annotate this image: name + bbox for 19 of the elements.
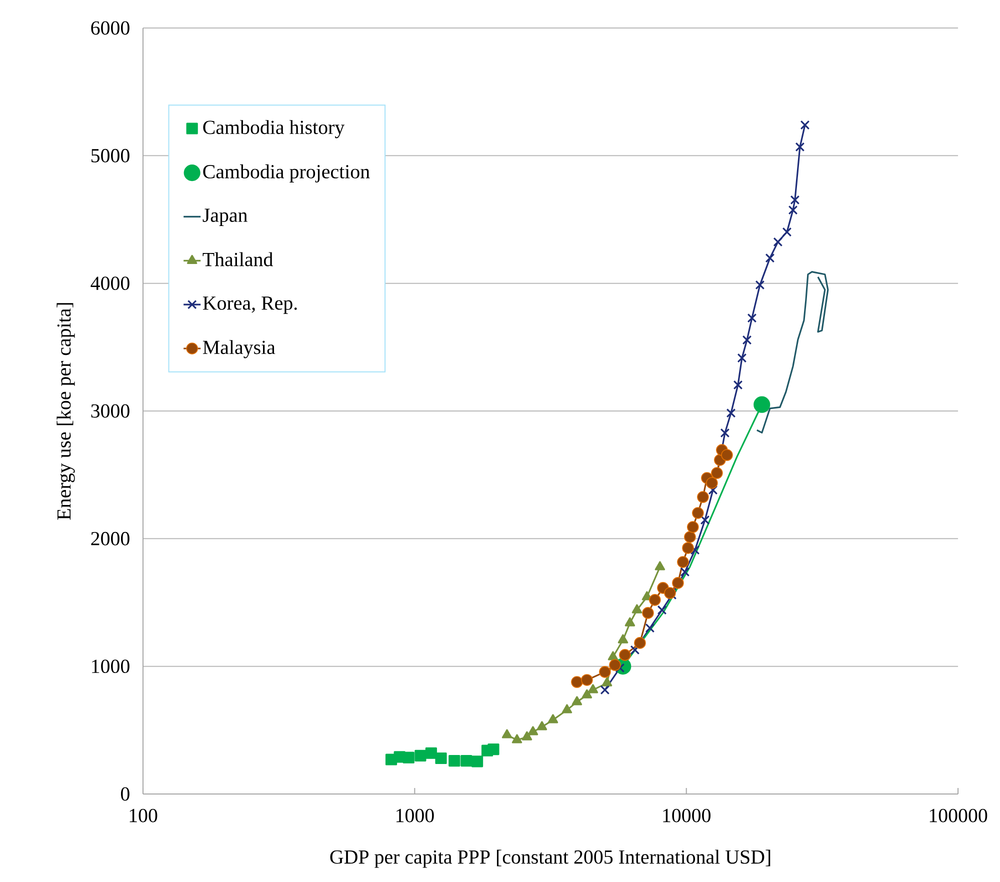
y-tick-label: 2000	[91, 532, 130, 546]
x-tick-label: 100	[130, 808, 158, 822]
x-axis-title: GDP per capita PPP [constant 2005 International USD]	[330, 850, 770, 868]
y-tick-label: 0	[120, 787, 130, 801]
legend-label: Cambodia history	[203, 120, 345, 138]
y-axis-title: Energy use [koe per capita]	[56, 303, 75, 520]
legend-label: Malaysia	[202, 340, 276, 358]
y-tick-label: 3000	[91, 404, 130, 418]
y-tick-label: 6000	[91, 21, 130, 35]
legend-label: Korea, Rep.	[202, 296, 297, 314]
x-tick-label: 1000	[396, 808, 434, 822]
x-tick-label: 10000	[663, 808, 710, 822]
legend-label: Japan	[202, 208, 248, 226]
y-tick-label: 5000	[91, 148, 130, 162]
y-tick-label: 1000	[92, 660, 130, 674]
legend-label: Thailand	[202, 252, 273, 266]
legend-label: Cambodia projection	[203, 164, 370, 182]
x-tick-label: 100000	[930, 808, 988, 822]
y-tick-label: 4000	[90, 276, 130, 290]
